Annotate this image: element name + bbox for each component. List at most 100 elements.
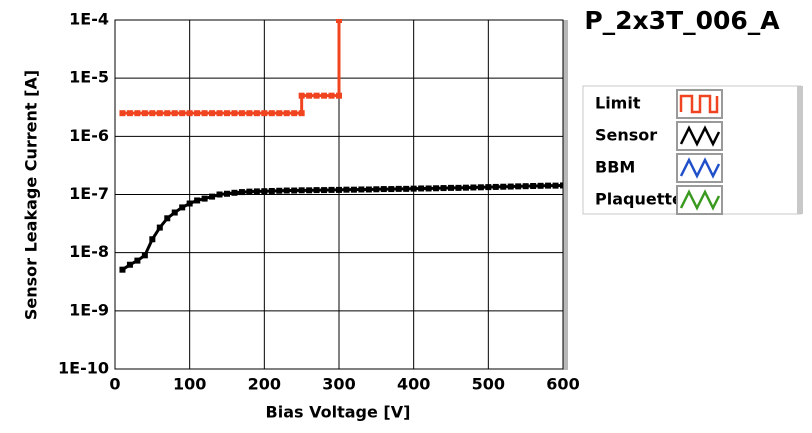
data-point xyxy=(164,215,171,222)
data-point xyxy=(238,189,245,196)
data-point xyxy=(246,188,253,195)
data-point xyxy=(126,110,133,117)
x-tick-label: 500 xyxy=(472,375,505,394)
data-point xyxy=(306,187,313,194)
data-point xyxy=(448,184,454,191)
legend-label: Plaquette xyxy=(595,190,683,209)
data-point xyxy=(126,261,133,268)
data-point xyxy=(291,187,298,194)
data-point xyxy=(537,182,544,189)
data-point xyxy=(336,92,342,99)
data-point xyxy=(283,110,290,117)
plot-edge xyxy=(563,20,568,370)
data-point xyxy=(425,185,432,192)
data-point xyxy=(224,190,230,197)
data-point xyxy=(164,110,171,117)
data-point xyxy=(395,185,402,192)
data-point xyxy=(298,187,305,194)
data-point xyxy=(433,185,440,192)
legend-label: Limit xyxy=(595,94,641,113)
data-point xyxy=(560,182,563,189)
data-point xyxy=(186,110,193,117)
data-point xyxy=(224,110,230,117)
data-point xyxy=(156,224,163,231)
data-point xyxy=(552,182,559,189)
y-tick-label: 1E-6 xyxy=(69,126,109,145)
x-tick-label: 200 xyxy=(248,375,281,394)
data-point xyxy=(306,92,313,99)
data-point xyxy=(253,110,260,117)
legend-swatch xyxy=(679,189,721,211)
legend-shadow xyxy=(797,86,803,214)
data-point xyxy=(321,187,328,194)
data-point xyxy=(298,110,305,117)
data-point xyxy=(194,110,201,117)
data-point xyxy=(365,186,372,193)
data-point xyxy=(388,186,395,193)
data-point xyxy=(276,187,283,194)
chart-title: P_2x3T_006_A xyxy=(584,6,780,35)
legend-swatch xyxy=(679,94,719,114)
data-point xyxy=(246,110,253,117)
x-tick-label: 600 xyxy=(546,375,579,394)
data-point xyxy=(522,183,529,190)
y-tick-label: 1E-5 xyxy=(69,68,109,87)
data-point xyxy=(328,186,335,193)
data-point xyxy=(268,110,275,117)
legend-label: Sensor xyxy=(595,126,657,145)
data-point xyxy=(470,184,477,191)
data-point xyxy=(313,92,320,99)
data-point xyxy=(410,185,417,192)
data-point xyxy=(328,92,335,99)
data-point xyxy=(321,92,328,99)
data-point xyxy=(380,186,387,193)
data-point xyxy=(149,110,156,117)
data-point xyxy=(283,187,290,194)
data-point xyxy=(186,200,193,207)
data-point xyxy=(492,183,499,190)
data-point xyxy=(134,110,141,117)
data-point xyxy=(231,110,238,117)
data-point xyxy=(455,184,462,191)
data-point xyxy=(418,185,425,192)
data-point xyxy=(545,182,552,189)
data-point xyxy=(201,110,208,117)
data-point xyxy=(261,110,268,117)
data-point xyxy=(336,19,342,23)
data-point xyxy=(515,183,522,190)
x-tick-label: 100 xyxy=(173,375,206,394)
data-point xyxy=(268,187,275,194)
y-tick-label: 1E-9 xyxy=(69,300,109,319)
data-point xyxy=(358,186,365,193)
data-point xyxy=(403,185,410,192)
data-point xyxy=(134,257,141,264)
data-point xyxy=(253,188,260,195)
data-point xyxy=(343,186,350,193)
data-point xyxy=(194,197,201,204)
data-point xyxy=(261,188,268,195)
data-point xyxy=(216,110,223,117)
data-point xyxy=(500,183,507,190)
data-point xyxy=(216,191,223,198)
data-point xyxy=(350,186,357,193)
data-point xyxy=(530,183,537,190)
y-tick-label: 1E-10 xyxy=(58,359,109,378)
data-point xyxy=(209,193,216,200)
data-point xyxy=(171,209,178,216)
data-point xyxy=(141,110,148,117)
data-point xyxy=(477,184,484,191)
data-point xyxy=(462,184,469,191)
data-point xyxy=(507,183,514,190)
legend-swatch xyxy=(679,157,721,179)
data-point xyxy=(179,110,186,117)
x-axis-label: Bias Voltage [V] xyxy=(266,403,411,422)
x-tick-label: 400 xyxy=(397,375,430,394)
data-point xyxy=(440,185,447,192)
data-point xyxy=(336,186,342,193)
data-point xyxy=(119,266,126,273)
legend-label: BBM xyxy=(595,158,635,177)
data-point xyxy=(291,110,298,117)
